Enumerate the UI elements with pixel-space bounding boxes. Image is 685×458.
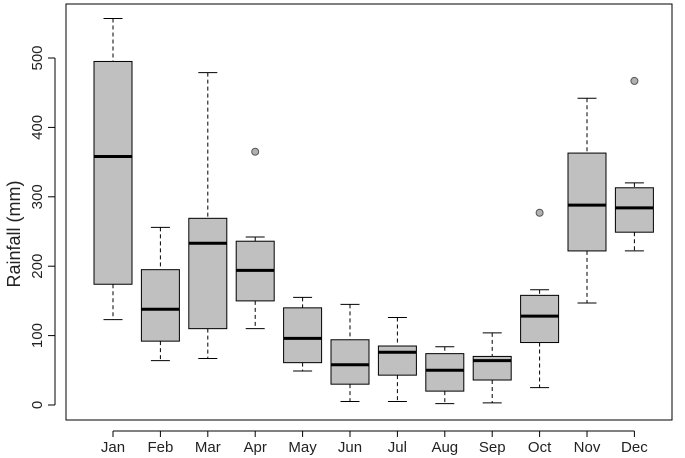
x-tick-label-may: May — [288, 439, 317, 456]
box-jan — [93, 17, 133, 321]
plot-frame — [65, 3, 673, 421]
outlier-point — [251, 147, 260, 156]
y-tick-label-group: 200 — [29, 254, 46, 279]
iqr-box — [140, 269, 180, 342]
box-may — [283, 296, 323, 372]
y-tick-label-group: 0 — [29, 401, 46, 409]
box-sep — [472, 332, 512, 404]
x-tick-label-sep: Sep — [479, 439, 506, 456]
iqr-box — [520, 294, 560, 344]
box-feb — [140, 226, 180, 362]
x-tick-label-feb: Feb — [147, 439, 173, 456]
y-tick-label: 100 — [29, 323, 46, 348]
y-tick-label: 0 — [29, 401, 46, 409]
x-tick-label-mar: Mar — [195, 439, 221, 456]
box-nov — [567, 97, 607, 304]
boxes-layer — [93, 17, 654, 405]
iqr-box — [188, 217, 228, 330]
y-tick-label-group: 500 — [29, 45, 46, 70]
box-jul — [377, 317, 417, 403]
iqr-box — [614, 187, 654, 233]
iqr-box — [330, 339, 370, 385]
x-tick-label-aug: Aug — [431, 439, 458, 456]
x-tick-label-oct: Oct — [528, 439, 552, 456]
y-tick-label-group: 400 — [29, 115, 46, 140]
x-tick-label-nov: Nov — [574, 439, 601, 456]
outlier-point — [630, 76, 639, 85]
outlier-point — [535, 208, 544, 217]
iqr-box — [283, 307, 323, 364]
x-axis: Jan Feb Mar Apr May Jun Jul Aug Sep Oct Nov Dec — [101, 430, 648, 456]
x-tick-label-jun: Jun — [338, 439, 362, 456]
x-tick-label-jul: Jul — [388, 439, 407, 456]
x-tick-label-apr: Apr — [244, 439, 267, 456]
iqr-box — [93, 60, 133, 285]
box-apr — [235, 147, 275, 330]
y-tick-label: 400 — [29, 115, 46, 140]
y-tick-label: 500 — [29, 45, 46, 70]
iqr-box — [472, 355, 512, 381]
box-mar — [188, 72, 228, 360]
y-tick-label: 200 — [29, 254, 46, 279]
box-jun — [330, 303, 370, 403]
iqr-box — [567, 152, 607, 252]
y-axis: 0 100 200 300 400 500 — [29, 45, 56, 409]
iqr-box — [425, 353, 465, 392]
box-aug — [425, 346, 465, 405]
x-tick-label-dec: Dec — [621, 439, 648, 456]
iqr-box — [377, 345, 417, 376]
box-dec — [614, 76, 654, 252]
y-axis-title: Rainfall (mm) — [4, 180, 24, 287]
y-tick-label-group: 100 — [29, 323, 46, 348]
y-tick-label: 300 — [29, 184, 46, 209]
x-tick-label-jan: Jan — [101, 439, 125, 456]
y-tick-label-group: 300 — [29, 184, 46, 209]
box-oct — [520, 208, 560, 389]
